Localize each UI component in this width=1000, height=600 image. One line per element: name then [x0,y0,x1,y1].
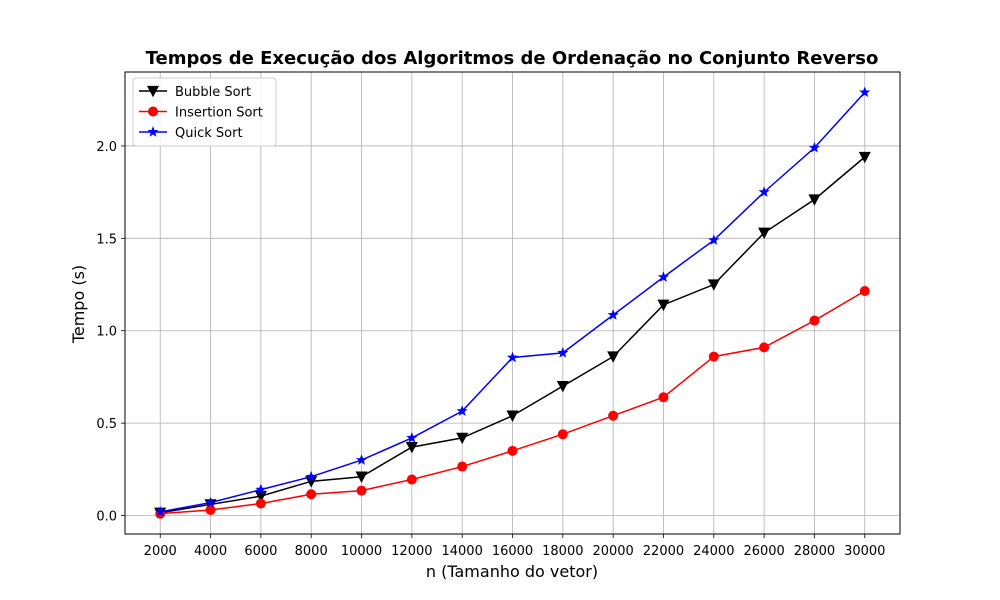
x-tick-label: 6000 [244,544,277,559]
data-point-insertion-sort [356,485,367,496]
data-point-quick-sort [607,309,619,320]
data-point-bubble-sort [405,441,418,454]
data-point-quick-sort [708,234,720,245]
data-point-quick-sort [859,86,871,98]
x-tick-label: 10000 [341,544,382,559]
data-point-quick-sort [406,432,418,443]
legend: Bubble Sort Insertion Sort Quick Sort [132,77,277,147]
data-point-insertion-sort [759,342,770,353]
data-point-quick-sort [657,271,670,282]
x-tick-label: 26000 [743,544,784,559]
x-tick-label: 28000 [794,544,835,559]
data-point-insertion-sort [859,285,870,296]
data-point-bubble-sort [808,194,821,206]
x-tick-label: 4000 [194,544,227,559]
data-point-quick-sort [808,141,821,153]
x-tick-label: 18000 [542,544,583,559]
data-point-insertion-sort [205,504,216,515]
series-quick-sort [154,86,871,517]
data-point-insertion-sort [658,392,669,403]
data-point-quick-sort [154,505,166,517]
y-tick-label: 1.5 [96,232,117,247]
data-point-quick-sort [255,483,267,495]
legend-box [132,77,277,147]
x-tick-label: 24000 [693,544,734,559]
data-point-bubble-sort [707,279,720,291]
y-tick-label: 2.0 [96,140,117,155]
data-point-bubble-sort [758,227,771,240]
y-tick-label: 0.0 [96,510,117,525]
legend-item-bubble-sort: Bubble Sort [139,85,251,100]
legend-label-bubble-sort: Bubble Sort [175,85,251,100]
legend-item-insertion-sort: Insertion Sort [139,106,263,121]
data-point-insertion-sort [557,429,568,440]
x-tick-label: 8000 [295,544,328,559]
y-tick-label: 1.0 [96,325,117,340]
data-point-bubble-sort [456,432,469,445]
data-point-insertion-sort [507,445,518,456]
data-point-quick-sort [204,496,217,508]
data-point-quick-sort [305,470,317,482]
y-tick-label: 0.5 [96,417,117,432]
legend-marker-insertion-sort [148,106,158,117]
legend-label-quick-sort: Quick Sort [175,126,243,141]
data-point-insertion-sort [306,489,317,500]
data-point-bubble-sort [657,299,670,312]
data-point-insertion-sort [608,410,619,421]
data-point-bubble-sort [506,410,519,423]
data-point-insertion-sort [809,315,820,326]
x-tick-label: 16000 [492,544,533,559]
y-axis-label: Tempo (s) [69,265,88,344]
data-point-bubble-sort [607,351,620,363]
x-tick-label: 30000 [844,544,885,559]
x-tick-label: 12000 [391,544,432,559]
data-point-insertion-sort [406,474,417,485]
x-tick-label: 14000 [441,544,482,559]
data-point-bubble-sort [355,471,368,483]
legend-label-insertion-sort: Insertion Sort [175,106,263,121]
data-point-quick-sort [456,405,468,416]
data-point-quick-sort [355,454,368,465]
data-point-insertion-sort [457,461,468,472]
data-point-bubble-sort [858,151,871,164]
x-tick-label: 22000 [643,544,684,559]
data-point-quick-sort [557,347,569,358]
x-axis-label: n (Tamanho do vetor) [426,562,598,581]
legend-marker-bubble-sort [146,85,160,98]
ticks: 2000 4000 6000 8000 10000 12000 14000 16000 1800… [96,140,885,559]
chart-title: Tempos de Execução dos Algoritmos de Ord… [146,48,879,69]
series-insertion-sort [155,285,870,519]
legend-marker-quick-sort [147,126,159,137]
data-point-quick-sort [758,186,770,197]
x-tick-label: 2000 [144,544,177,559]
x-tick-label: 20000 [592,544,633,559]
data-point-bubble-sort [556,380,569,393]
series-layer [154,86,871,520]
data-point-insertion-sort [255,498,266,509]
data-point-insertion-sort [708,351,719,362]
legend-item-quick-sort: Quick Sort [139,126,243,141]
data-point-quick-sort [506,351,519,363]
